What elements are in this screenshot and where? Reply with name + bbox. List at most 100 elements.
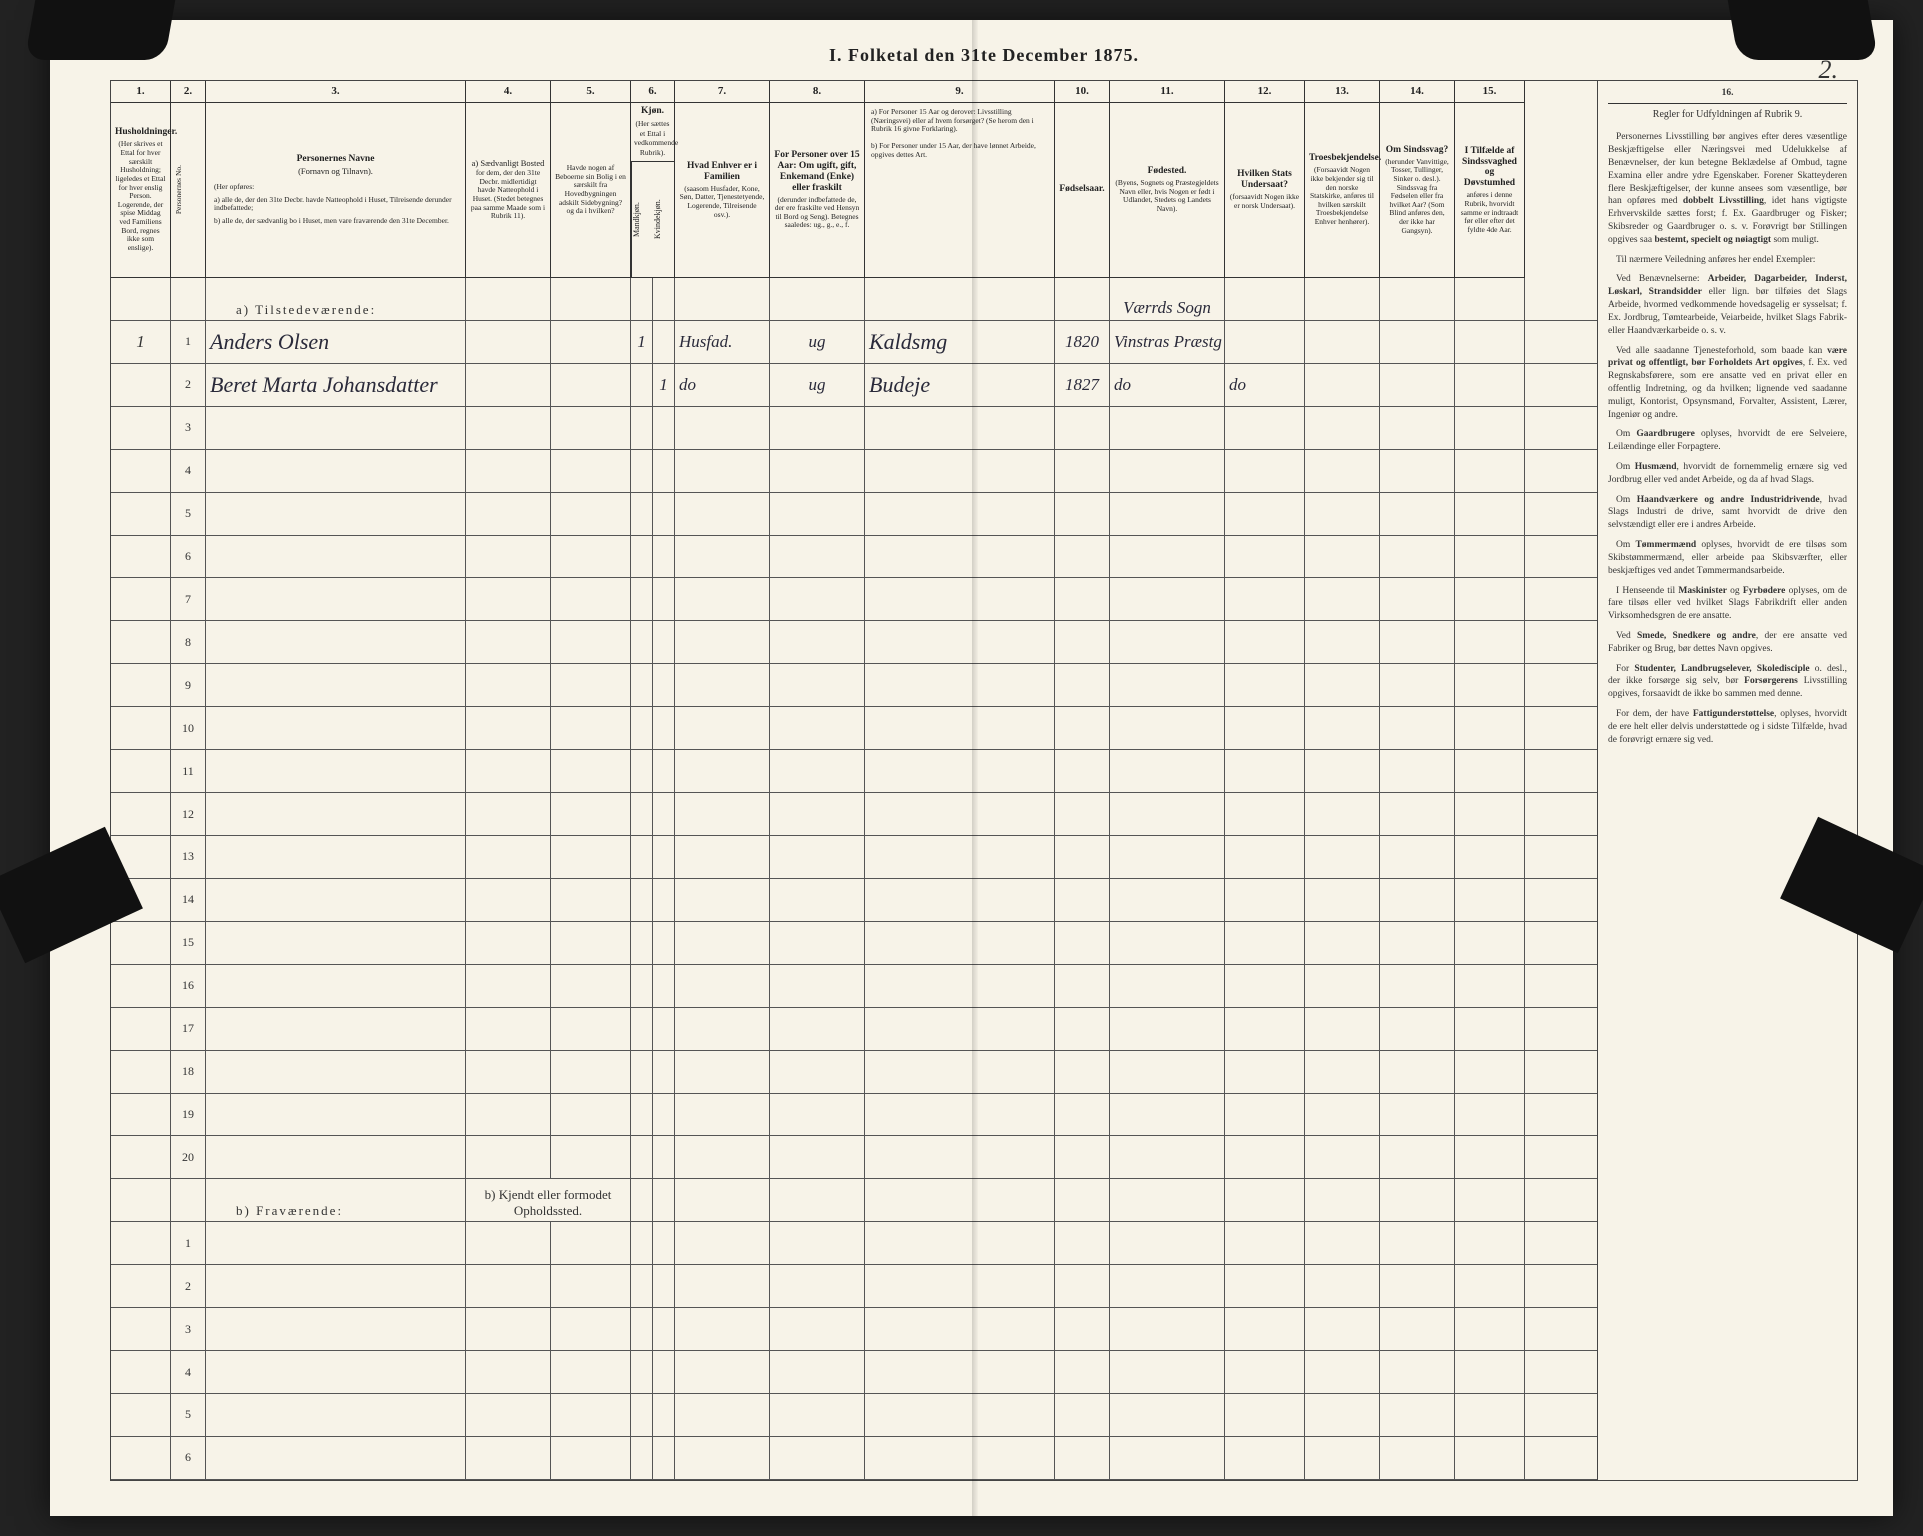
- cell-occupation: [865, 922, 1055, 964]
- cell-birthplace: [1110, 664, 1225, 706]
- cell-birthyear: [1055, 965, 1110, 1007]
- cell-birthplace: [1110, 1051, 1225, 1093]
- cell-4: [466, 793, 551, 835]
- cell-rownum: 19: [171, 1094, 206, 1136]
- cell-4: [466, 450, 551, 492]
- cell-13: [1305, 407, 1380, 449]
- cell-15: [1455, 493, 1525, 535]
- cell-14: [1380, 707, 1455, 749]
- cell-marital: [770, 1094, 865, 1136]
- cell-household: [111, 578, 171, 620]
- cell-birthplace: [1110, 750, 1225, 792]
- cell-household: [111, 536, 171, 578]
- cell-birthplace: [1110, 407, 1225, 449]
- cell-female: [653, 621, 675, 663]
- cell-birthplace: [1110, 793, 1225, 835]
- cell-birthyear: [1055, 493, 1110, 535]
- cell-rownum: 12: [171, 793, 206, 835]
- cell-male: [631, 836, 653, 878]
- cell-11: [1110, 1222, 1225, 1264]
- cell-female: [653, 793, 675, 835]
- cell-male: 1: [631, 321, 653, 363]
- col6-m: Mandkjøn.: [631, 162, 653, 277]
- col4-label: a) Sædvanligt Bosted for dem, der den 31…: [466, 103, 551, 278]
- cell-14: [1380, 450, 1455, 492]
- cell-15: [1455, 1265, 1525, 1307]
- cell-5: [551, 1308, 631, 1350]
- cell-15: [1455, 578, 1525, 620]
- cell-household: [111, 493, 171, 535]
- section-a-label: a) Tilstedeværende:: [206, 278, 466, 320]
- cell-household: [111, 407, 171, 449]
- cell-13: [1305, 536, 1380, 578]
- cell-family: [675, 621, 770, 663]
- cell-family: [675, 407, 770, 449]
- cell-family: [675, 879, 770, 921]
- cell-occupation: [865, 1008, 1055, 1050]
- cell-state: [1225, 664, 1305, 706]
- cell-marital: [770, 707, 865, 749]
- cell-state: [1225, 493, 1305, 535]
- cell-marital: [770, 621, 865, 663]
- cell-14: [1380, 578, 1455, 620]
- cell-15: [1455, 707, 1525, 749]
- cell-female: [653, 536, 675, 578]
- colnum-8: 8.: [770, 81, 865, 103]
- rules-paragraph: For Studenter, Landbrugselever, Skoledis…: [1608, 663, 1847, 701]
- cell-birthyear: [1055, 836, 1110, 878]
- rules-column: 16. Regler for Udfyldningen af Rubrik 9.…: [1598, 80, 1858, 1481]
- cell-state: [1225, 1094, 1305, 1136]
- cell-name: [206, 793, 466, 835]
- cell-8: [770, 1394, 865, 1436]
- cell-household: [111, 1094, 171, 1136]
- cell-birthplace: do: [1110, 364, 1225, 406]
- cell-birthyear: [1055, 879, 1110, 921]
- cell-13: [1305, 922, 1380, 964]
- cell-state: do: [1225, 364, 1305, 406]
- cell-5: [551, 1008, 631, 1050]
- cell-rownum: 5: [171, 1394, 206, 1436]
- cell-rownum: 7: [171, 578, 206, 620]
- cell-occupation: [865, 450, 1055, 492]
- cell-household: [111, 1265, 171, 1307]
- col8-label: For Personer over 15 Aar: Om ugift, gift…: [770, 103, 865, 278]
- cell-name: [206, 922, 466, 964]
- cell-female: [653, 1136, 675, 1178]
- census-sheet: 1. 2. 3. 4. 5. 6. 7. 8. 9. 10. 11. 12. 1…: [110, 80, 1858, 1481]
- cell-marital: [770, 1008, 865, 1050]
- cell-4: [466, 1222, 551, 1264]
- col7-title: Hvad Enhver er i Familien: [679, 161, 765, 183]
- cell-10: [1055, 1265, 1110, 1307]
- col6-k: Kvindekjøn.: [653, 162, 674, 277]
- cell-name: [206, 879, 466, 921]
- cell-7: [675, 1437, 770, 1479]
- cell-11: [1110, 1351, 1225, 1393]
- cell-15: [1455, 750, 1525, 792]
- cell-family: Husfad.: [675, 321, 770, 363]
- colnum-1: 1.: [111, 81, 171, 103]
- cell-14: [1380, 1437, 1455, 1479]
- cell-female: [653, 493, 675, 535]
- colnum-14: 14.: [1380, 81, 1455, 103]
- cell-15: [1455, 450, 1525, 492]
- cell-occupation: [865, 578, 1055, 620]
- cell-4: [466, 707, 551, 749]
- cell-5: [551, 750, 631, 792]
- cell-female: [653, 965, 675, 1007]
- cell-rownum: 2: [171, 364, 206, 406]
- cell-household: [111, 793, 171, 835]
- cell-name: [206, 1094, 466, 1136]
- col14-title: Om Sindssvag?: [1384, 145, 1450, 156]
- col3-label: Personernes Navne (Fornavn og Tilnavn). …: [206, 103, 466, 278]
- cell-birthyear: [1055, 793, 1110, 835]
- cell-13: [1305, 879, 1380, 921]
- cell-birthyear: [1055, 1051, 1110, 1093]
- cell-5: [551, 965, 631, 1007]
- cell-8: [770, 1308, 865, 1350]
- cell-14: [1380, 321, 1455, 363]
- cell-birthyear: [1055, 1094, 1110, 1136]
- cell-male: [631, 1222, 653, 1264]
- col15-detail: anføres i denne Rubrik, hvorvidt samme e…: [1459, 191, 1520, 234]
- cell-occupation: [865, 750, 1055, 792]
- cell-family: [675, 664, 770, 706]
